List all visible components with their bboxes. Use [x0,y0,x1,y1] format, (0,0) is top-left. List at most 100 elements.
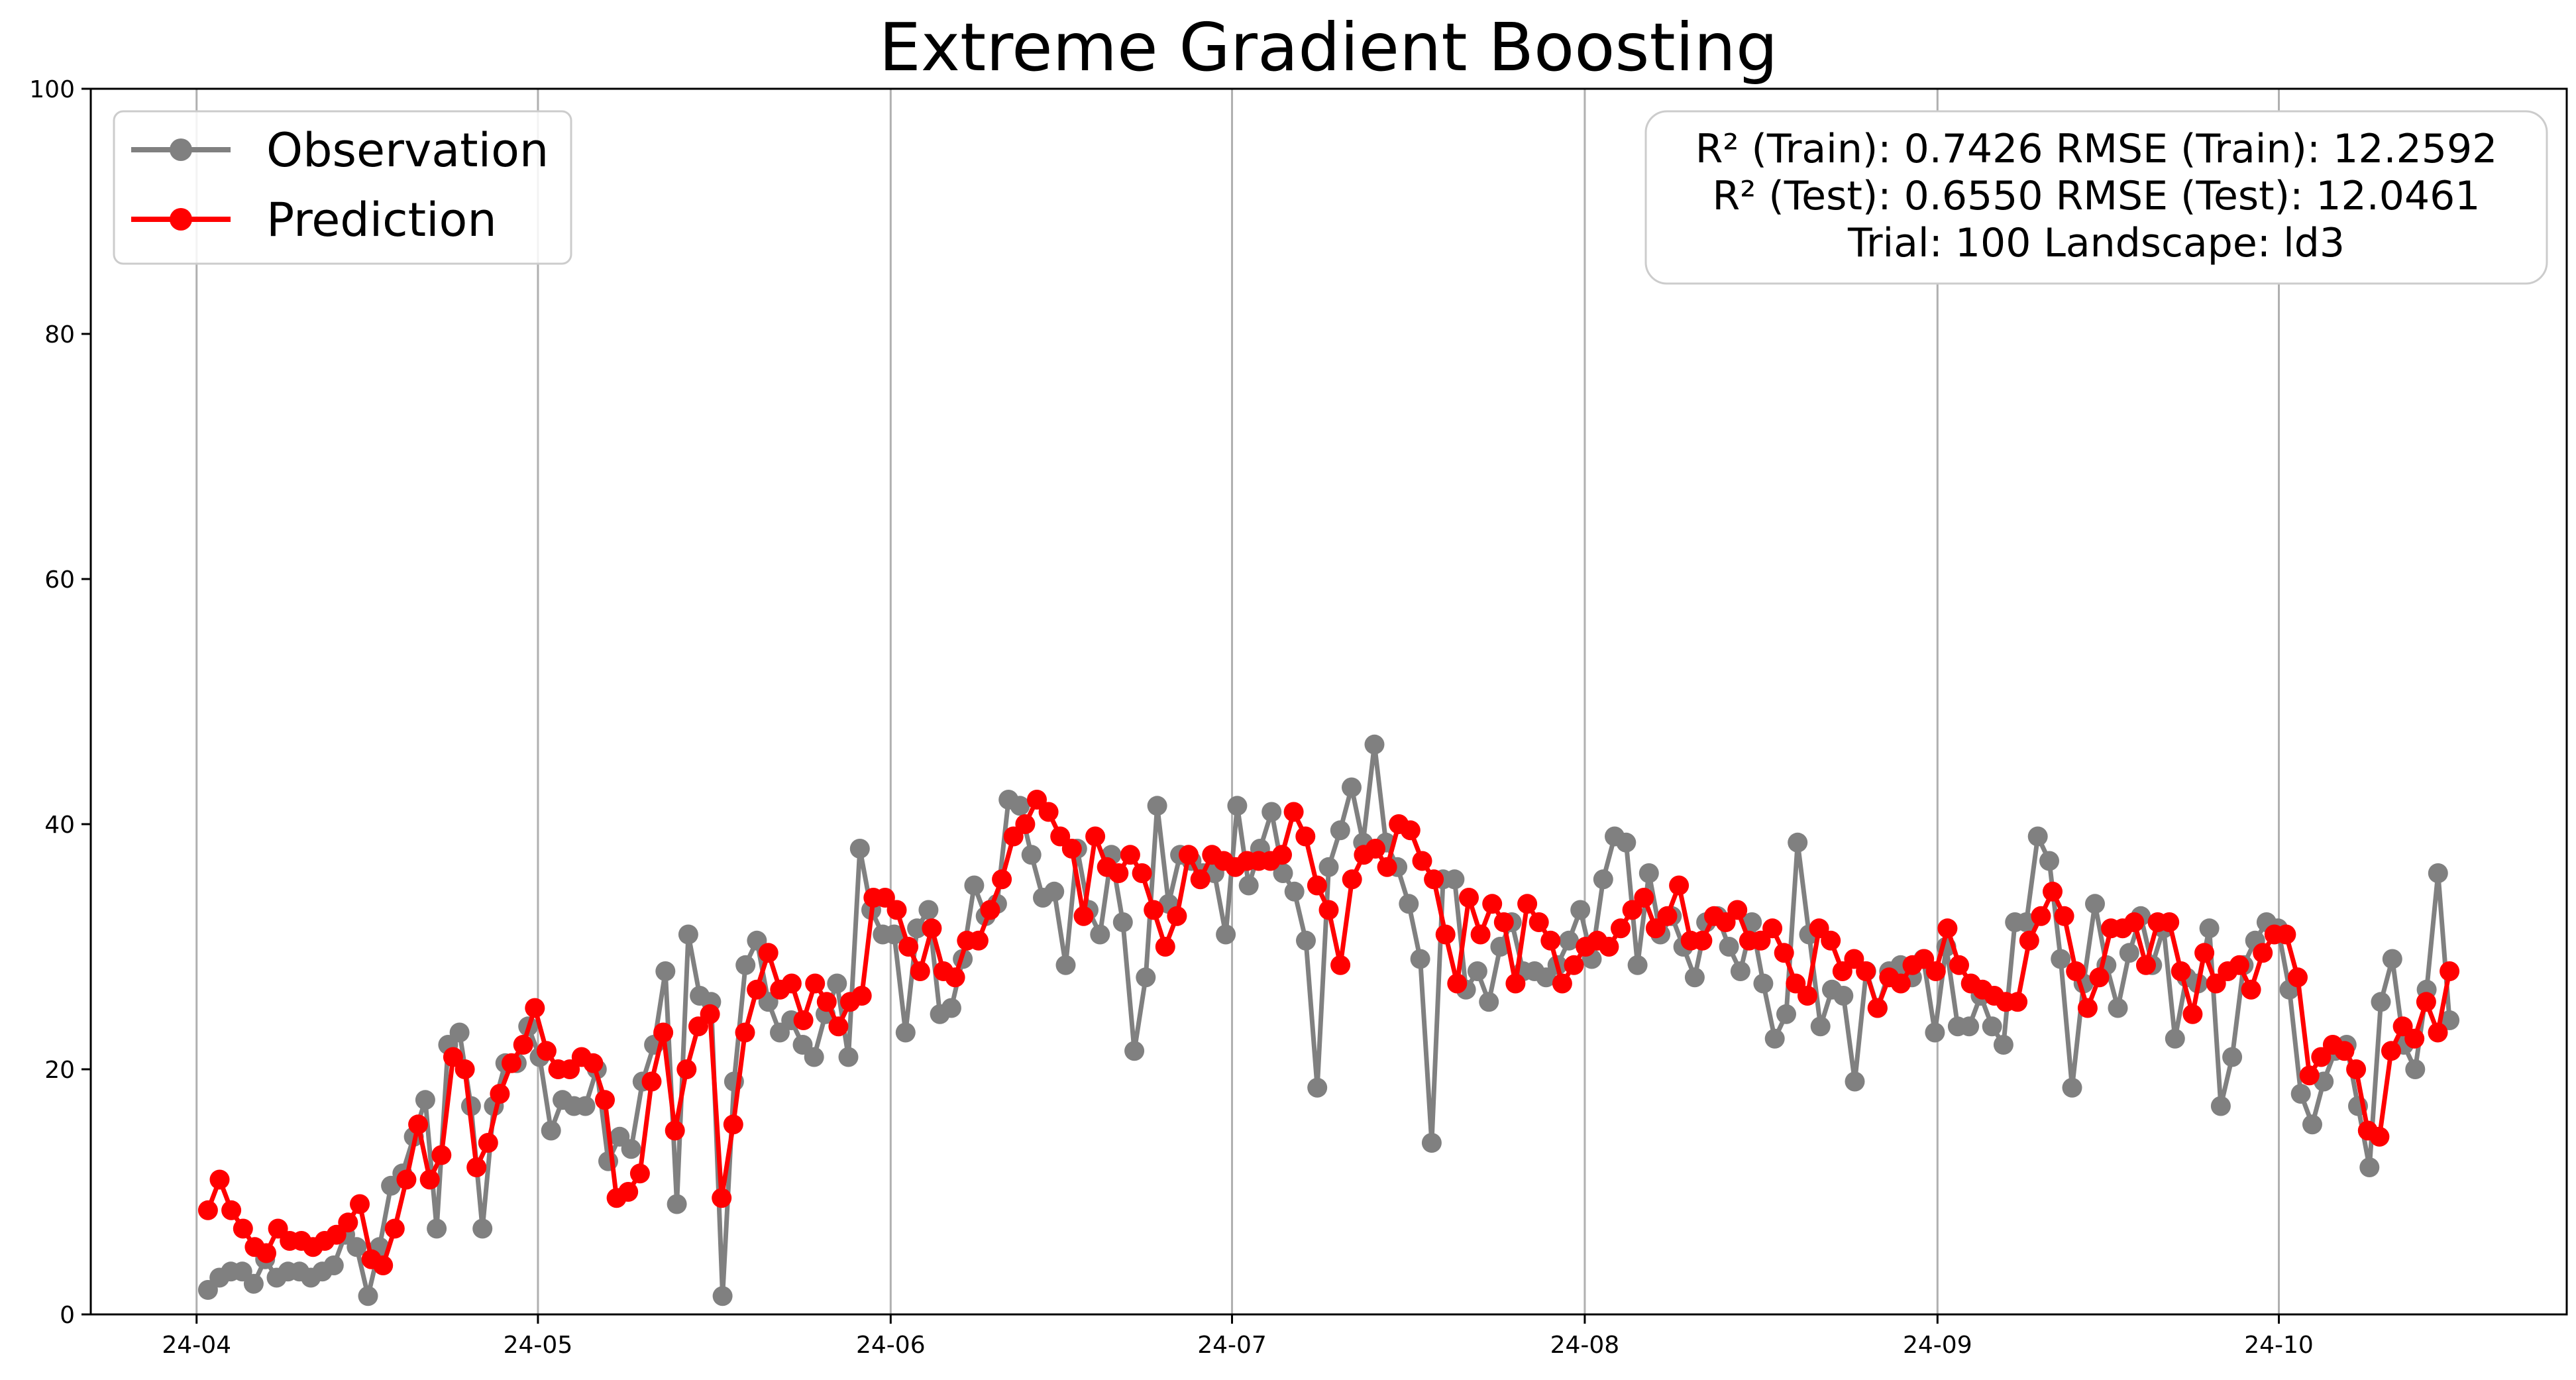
observation-point [575,1096,596,1116]
y-tick-label: 60 [44,566,75,594]
observation-point [1559,930,1579,951]
prediction-point [968,930,989,951]
observation-point [1136,967,1156,988]
prediction-point [2136,955,2156,975]
observation-point [1993,1035,2013,1055]
prediction-point [1564,955,1584,975]
prediction-point [1890,973,1911,994]
prediction-point [1167,906,1187,926]
prediction-point [595,1090,615,1110]
prediction-point [712,1188,732,1208]
metrics-box [1644,110,2548,285]
observation-point [1833,986,1854,1006]
x-axis: 24-04 24-05 24-06 24-07 24-08 24-09 24-10 [162,1314,2314,1359]
prediction-point [747,979,767,1000]
observation-point [1296,930,1316,951]
observation-point [1273,863,1293,883]
prediction-point [2334,1041,2355,1061]
observation-point [1925,1022,1945,1043]
observation-point [2382,949,2402,969]
chart-title: Extreme Gradient Boosting [879,9,1778,86]
observation-point [895,1022,916,1043]
observation-point [1753,973,1774,994]
observation-point [1010,796,1030,816]
prediction-point [373,1255,394,1275]
y-tick-label: 0 [60,1302,75,1329]
observation-point [415,1090,435,1110]
observation-point [1410,949,1430,969]
prediction-point [1622,900,1642,920]
observation-point [1342,777,1362,798]
prediction-point [758,943,778,963]
prediction-point [805,973,826,994]
observation-point [1112,912,1133,932]
prediction-point [851,986,872,1006]
prediction-point [1003,826,1024,847]
prediction-point [1867,998,1888,1018]
prediction-point [1856,961,1876,981]
observation-point [804,1047,824,1067]
prediction-point [2416,992,2436,1012]
y-tick-label: 80 [44,321,75,348]
prediction-point [1821,930,1841,951]
observation-point [1364,734,1385,755]
prediction-point [700,1004,720,1024]
prediction-point [1786,973,1806,994]
prediction-point [1937,918,1958,939]
prediction-point [256,1243,276,1263]
prediction-point [1120,845,1140,865]
prediction-point [723,1114,743,1135]
prediction-point [2404,1028,2425,1049]
prediction-point [2008,992,2028,1012]
metrics-trial-text: Trial: 100 Landscape: ld3 [1847,220,2345,266]
prediction-point [886,900,907,920]
prediction-point [898,937,919,957]
prediction-point [2241,979,2261,1000]
metrics-annotation: R² (Train): 0.7426 RMSE (Train): 12.2592… [1644,110,2548,285]
observation-point [1467,961,1487,981]
prediction-point [980,900,1000,920]
prediction-point [1505,973,1526,994]
prediction-point [1798,986,1817,1006]
prediction-point [1762,918,1783,939]
prediction-point [1330,955,1351,975]
prediction-point [350,1194,370,1214]
observation-point [347,1237,367,1257]
observation-point [1307,1077,1328,1098]
observation-point [243,1273,264,1294]
observation-point [1570,900,1591,920]
prediction-point [1038,802,1059,822]
observation-point [964,875,985,896]
prediction-point [1412,851,1432,871]
prediction-point [2159,912,2180,932]
observation-point [2039,851,2059,871]
observation-point [2027,826,2048,847]
observation-point [827,973,847,994]
observation-point [323,1255,344,1275]
x-tick-label: 24-10 [2244,1332,2314,1359]
observation-point [2222,1047,2243,1067]
observation-point [2108,998,2128,1018]
prediction-point [653,1022,674,1043]
observation-point [941,998,961,1018]
legend: Observation Prediction [113,110,572,265]
series-layer [197,734,2460,1306]
observation-point [427,1218,447,1239]
x-tick-label: 24-08 [1550,1332,1620,1359]
observation-point [1730,961,1750,981]
x-tick-label: 24-05 [504,1332,573,1359]
y-tick-label: 100 [29,76,75,103]
prediction-point [2440,961,2460,981]
observation-point [1216,924,1236,945]
prediction-point [1552,973,1572,994]
prediction-point [384,1218,405,1239]
observation-point [655,961,676,981]
plot-frame [89,87,2568,1316]
prediction-point [1634,888,1654,908]
prediction-point [1015,814,1036,834]
x-tick-label: 24-06 [856,1332,926,1359]
prediction-point [1727,900,1748,920]
prediction-point [1447,973,1468,994]
prediction-point [2428,1022,2448,1043]
